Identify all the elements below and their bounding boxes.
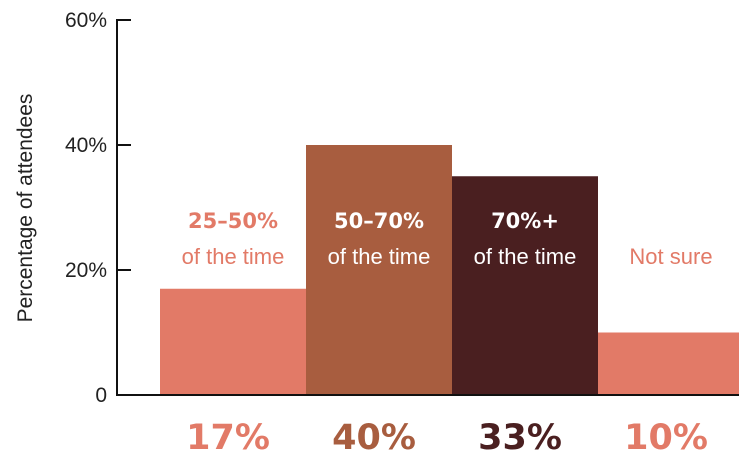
bar bbox=[306, 145, 452, 395]
bar bbox=[452, 176, 598, 395]
category-label-sub: of the time bbox=[328, 244, 431, 269]
value-label: 40% bbox=[332, 418, 416, 455]
y-tick-label: 0 bbox=[95, 384, 107, 407]
value-label: 10% bbox=[624, 418, 708, 455]
category-label-main: 25–50% bbox=[188, 209, 278, 233]
value-labels: 17% 40% 33% 10% bbox=[186, 418, 708, 455]
y-tick-label: 60% bbox=[65, 9, 107, 32]
bar bbox=[160, 288, 306, 395]
category-label-sub: of the time bbox=[474, 244, 577, 269]
category-labels: 25–50% of the time 50–70% of the time 70%+ of… bbox=[182, 209, 713, 269]
y-tick-label: 20% bbox=[65, 259, 107, 282]
y-axis-title: Percentage of attendees bbox=[14, 94, 37, 323]
category-label-main: 70%+ bbox=[491, 209, 559, 233]
y-ticks: 0 20% 40% 60% bbox=[65, 9, 131, 407]
category-label-sub: Not sure bbox=[629, 244, 712, 269]
category-label-main: 50–70% bbox=[334, 209, 424, 233]
value-label: 17% bbox=[186, 418, 270, 455]
y-axis bbox=[116, 20, 739, 396]
value-label: 33% bbox=[478, 418, 562, 455]
category-label-sub: of the time bbox=[182, 244, 285, 269]
bar bbox=[598, 332, 739, 395]
y-tick-label: 40% bbox=[65, 134, 107, 157]
bars-layer bbox=[160, 145, 739, 395]
